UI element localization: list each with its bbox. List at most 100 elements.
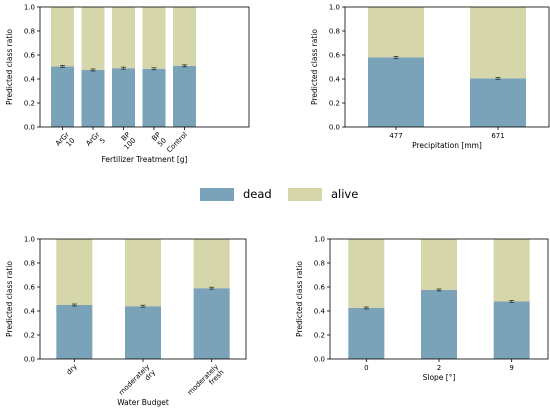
x-tick-label-line: 50 (156, 136, 168, 148)
chart-panel-4: 0.0 0.2 0.4 0.6 0.8 1.0 Predicted class ratio 0… (295, 236, 549, 382)
bar-alive-5 (173, 7, 196, 66)
x-tick-label-3: 9 (509, 364, 513, 372)
error-bar-4 (151, 67, 157, 71)
chart-panel-2: 0.0 0.2 0.4 0.6 0.8 1.0 Predicted class ratio 4… (310, 4, 550, 150)
error-bar-2 (495, 77, 501, 80)
x-tick-label-line: 5 (98, 136, 107, 145)
bar-dead-2 (81, 70, 105, 127)
x-tick-label-line: Control (165, 131, 189, 155)
y-tick-label: 0.2 (329, 100, 340, 108)
bar-alive-3 (193, 239, 230, 289)
y-tick-label: 0.6 (24, 52, 36, 60)
y-tick-label: 0.2 (24, 332, 35, 340)
x-tick-label-5: Control (165, 131, 189, 155)
y-axis-label: Predicted class ratio (295, 261, 304, 337)
y-tick-label: 0.4 (24, 76, 36, 84)
x-tick-label-1: 477 (389, 132, 402, 140)
chart-panel-1: 0.0 0.2 0.4 0.6 0.8 1.0 Predicted class ratio A… (5, 4, 250, 164)
chart-panel-3: 0.0 0.2 0.4 0.6 0.8 1.0 Predicted class ratio d… (5, 236, 247, 407)
bar-alive-2 (81, 7, 105, 70)
x-axis-label: Fertilizer Treatment [g] (102, 155, 188, 164)
bar-alive-2 (470, 7, 526, 79)
y-tick-label: 0.2 (314, 332, 325, 340)
error-bar-1 (71, 303, 77, 307)
x-axis-label: Slope [°] (423, 373, 456, 382)
y-tick-label: 1.0 (314, 236, 325, 244)
y-tick-label: 0.8 (314, 260, 325, 268)
y-tick-label: 0.8 (24, 260, 35, 268)
error-bar-1 (60, 65, 65, 68)
x-tick-label-1: ArGr10 (54, 131, 77, 154)
x-tick-label-4: BP50 (150, 131, 168, 149)
bar-dead-1 (51, 66, 74, 127)
axes-frame (344, 6, 550, 128)
bar-dead-1 (348, 308, 385, 359)
legend-swatch-dead (200, 188, 234, 201)
x-tick-label-2: ArGr5 (84, 131, 107, 154)
bar-dead-2 (421, 290, 457, 359)
y-tick-label: 0.0 (24, 124, 35, 132)
x-tick-label-1: dry (65, 363, 79, 377)
y-tick-label: 0.4 (314, 308, 326, 316)
x-tick-label-line: 10 (65, 136, 77, 148)
x-axis-label: Water Budget (117, 398, 169, 407)
y-tick-label: 0.6 (24, 284, 36, 292)
x-tick-label-2: moderatelydry (117, 363, 157, 403)
axes-frame (39, 6, 250, 128)
legend-label-dead: dead (243, 187, 272, 201)
error-bar-2 (436, 288, 442, 292)
x-tick-label-line: 477 (389, 132, 402, 140)
error-bar-1 (393, 56, 399, 59)
error-bar-3 (121, 66, 126, 70)
x-tick-label-3: BP100 (117, 131, 138, 152)
legend: dead alive (200, 187, 358, 201)
bar-alive-3 (493, 239, 530, 302)
error-bar-3 (509, 299, 515, 303)
bar-dead-1 (56, 305, 93, 359)
x-tick-label-line: 671 (491, 132, 504, 140)
error-bar-3 (209, 286, 215, 290)
bar-alive-4 (142, 7, 166, 69)
x-tick-label-3: moderatelyfresh (186, 363, 226, 403)
error-bar-2 (90, 68, 96, 72)
legend-swatch-alive (288, 188, 322, 201)
x-tick-label-2: 671 (491, 132, 504, 140)
bar-alive-2 (125, 239, 161, 307)
y-tick-label: 1.0 (24, 4, 35, 12)
x-tick-label-line: 0 (364, 364, 368, 372)
bar-alive-1 (56, 239, 93, 305)
bar-dead-2 (470, 78, 526, 127)
bar-alive-2 (421, 239, 457, 290)
x-tick-label-line: dry (65, 363, 79, 377)
y-axis-label: Predicted class ratio (310, 29, 319, 105)
y-tick-label: 0.6 (329, 52, 341, 60)
y-tick-label: 0.8 (24, 28, 35, 36)
y-tick-label: 1.0 (329, 4, 340, 12)
bar-alive-1 (368, 7, 424, 58)
error-bar-1 (363, 306, 369, 310)
error-bar-5 (182, 64, 187, 68)
legend-label-alive: alive (331, 187, 358, 201)
y-tick-label: 0.0 (24, 356, 35, 364)
x-tick-label-1: 0 (364, 364, 368, 372)
y-tick-label: 1.0 (24, 236, 35, 244)
bar-dead-2 (125, 306, 161, 359)
y-tick-label: 0.4 (329, 76, 341, 84)
y-tick-label: 0.2 (24, 100, 35, 108)
y-tick-label: 0.0 (329, 124, 340, 132)
bar-alive-1 (51, 7, 74, 67)
error-bar-2 (140, 304, 146, 308)
bar-dead-3 (112, 68, 135, 127)
bar-alive-1 (348, 239, 385, 308)
bar-dead-3 (493, 301, 530, 359)
y-tick-label: 0.6 (314, 284, 326, 292)
x-tick-label-2: 2 (437, 364, 441, 372)
bar-dead-3 (193, 288, 230, 359)
bar-dead-1 (368, 57, 424, 127)
y-tick-label: 0.4 (24, 308, 36, 316)
y-tick-label: 0.0 (314, 356, 325, 364)
y-axis-label: Predicted class ratio (5, 29, 14, 105)
y-tick-label: 0.8 (329, 28, 340, 36)
bar-dead-4 (142, 68, 166, 127)
